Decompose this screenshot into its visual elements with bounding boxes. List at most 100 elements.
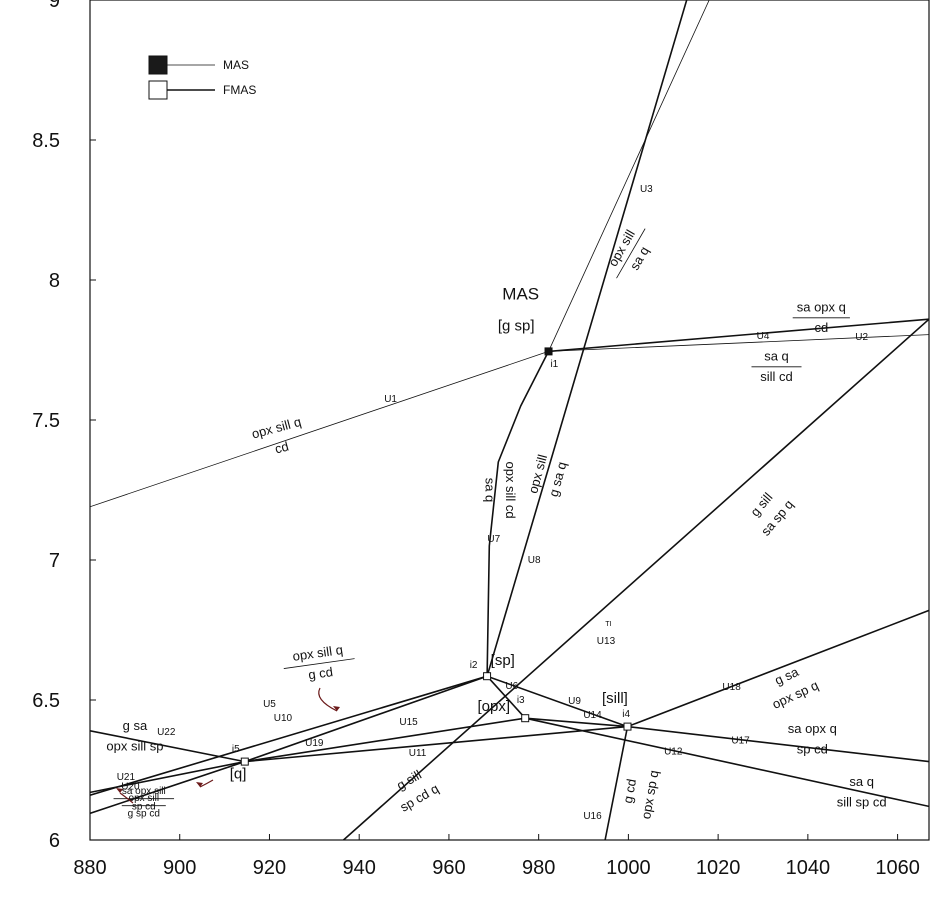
curve-label: U7 [487, 534, 500, 545]
legend-label-fmas: FMAS [223, 83, 256, 97]
reaction-products: sp cd [132, 802, 156, 813]
reaction-label: opx sill qcd [250, 414, 303, 457]
reaction-products: cd [273, 439, 290, 457]
curve-label: U16 [583, 811, 602, 822]
legend-label-mas: MAS [223, 58, 249, 72]
x-tick-label: 1020 [696, 857, 741, 879]
curve-label: ᵀᴵ [605, 621, 611, 632]
reaction-label: opx sill cd sa q [483, 461, 519, 518]
y-tick-label: 7 [49, 550, 60, 572]
x-tick-label: 980 [522, 857, 555, 879]
reaction-reactants: g sa [772, 664, 801, 688]
legend-swatch-mas [148, 55, 168, 75]
reaction-label: sa opx sill sp cd [113, 786, 175, 813]
y-tick-label: 7.5 [32, 410, 60, 432]
reaction-label: opx sill qg cd [283, 642, 355, 682]
y-tick-label: 6 [49, 830, 60, 852]
x-tick-label: 940 [343, 857, 376, 879]
reaction-label: sa opx q cd [792, 300, 850, 335]
reaction-divider [283, 658, 355, 669]
point-label: i1 [550, 359, 558, 370]
reaction-products: sp cd [797, 742, 828, 757]
reaction-reactants: sa opx sill [122, 786, 166, 797]
x-tick-label: 900 [163, 857, 196, 879]
reaction-reactants: sa q [764, 349, 789, 364]
curve-label: U22 [157, 727, 176, 738]
pointer-arrow-opx-sill-q [318, 687, 338, 712]
point-label: i2 [470, 660, 478, 671]
curve-label: U4 [757, 331, 770, 342]
point-label: i3 [517, 695, 525, 706]
curve-label: U9 [568, 696, 581, 707]
curve-u4 [548, 318, 929, 353]
reaction-reactants: sa opx q [788, 721, 837, 736]
absent-phase-label: [q] [230, 765, 247, 782]
curve-label: U17 [731, 735, 750, 746]
curve-label: U6 [505, 681, 518, 692]
legend: MAS FMAS [148, 55, 256, 100]
reaction-reactants: opx sill q [292, 642, 344, 664]
curve-u5 [90, 675, 488, 796]
pointer-arrow-opx-sill-head [196, 782, 203, 787]
reaction-label: sa q sill sp cd [837, 774, 887, 810]
reaction-label: g cd opx sp q [620, 769, 661, 820]
reaction-products: g sp cd [128, 809, 160, 820]
curve-u7 [486, 351, 550, 677]
curve-u22 [90, 730, 245, 763]
reaction-label: sa q sill cd [751, 349, 802, 384]
reaction-products: opx sp q [638, 769, 661, 820]
pointer-arrow-opx-sill-q-head [333, 706, 340, 711]
y-tick-label: 8 [49, 270, 60, 292]
reaction-reactants: sa q [849, 774, 874, 789]
reaction-reactants: sa opx q [797, 300, 846, 315]
x-tick-label: 1040 [786, 857, 831, 879]
curve-u17 [627, 725, 929, 763]
y-tick-label: 6.5 [32, 690, 60, 712]
reaction-reactants: opx sill cd [503, 461, 518, 518]
curve-u21 [90, 760, 245, 794]
curve-u12 [525, 717, 929, 808]
curve-label: U3 [640, 184, 653, 195]
invariant-point-i1 [544, 347, 553, 356]
curve-u13 [342, 318, 929, 840]
absent-phase-label: [opx] [478, 698, 511, 715]
curve-u16 [604, 726, 629, 840]
curve-label: U13 [597, 636, 616, 647]
curve-label: U2 [855, 332, 868, 343]
pointer-arrow-opx-sill [199, 779, 214, 788]
curve-label: U11 [409, 748, 427, 759]
x-tick-label: 1060 [875, 857, 920, 879]
curve-u6 [486, 675, 526, 719]
invariant-point-i3 [521, 714, 530, 723]
curve-label: U12 [664, 747, 683, 758]
curve-u9 [486, 675, 628, 728]
curve-u19 [244, 725, 628, 763]
curve-u10 [244, 675, 488, 763]
curve-label: U1 [384, 394, 397, 405]
y-tick-label: 9 [49, 0, 60, 12]
pointer-arrow-sa-opx-sill [119, 792, 134, 804]
curve-label: U20 [121, 782, 140, 793]
curve-u14 [525, 717, 628, 728]
reaction-label: g sa opx sill sp [106, 718, 163, 754]
invariant-point-i2 [483, 672, 492, 681]
curve-u2 [548, 334, 929, 352]
point-label: i4 [622, 709, 630, 720]
invariant-points [240, 347, 632, 766]
curve-label: U19 [305, 738, 324, 749]
invariant-point-i4 [623, 722, 632, 731]
reaction-products: g cd [307, 664, 333, 682]
point-label: i5 [232, 744, 240, 755]
curve-labels: U1 U2 U3 U4 U5 U6 U7 U8 U9 U10 U11 U12 U13 U14 U15 U16 U… [117, 184, 869, 822]
reaction-curves [90, 0, 929, 840]
legend-swatch-fmas [148, 80, 168, 100]
invariant-point-i5 [240, 757, 249, 766]
curve-u18 [627, 609, 929, 728]
